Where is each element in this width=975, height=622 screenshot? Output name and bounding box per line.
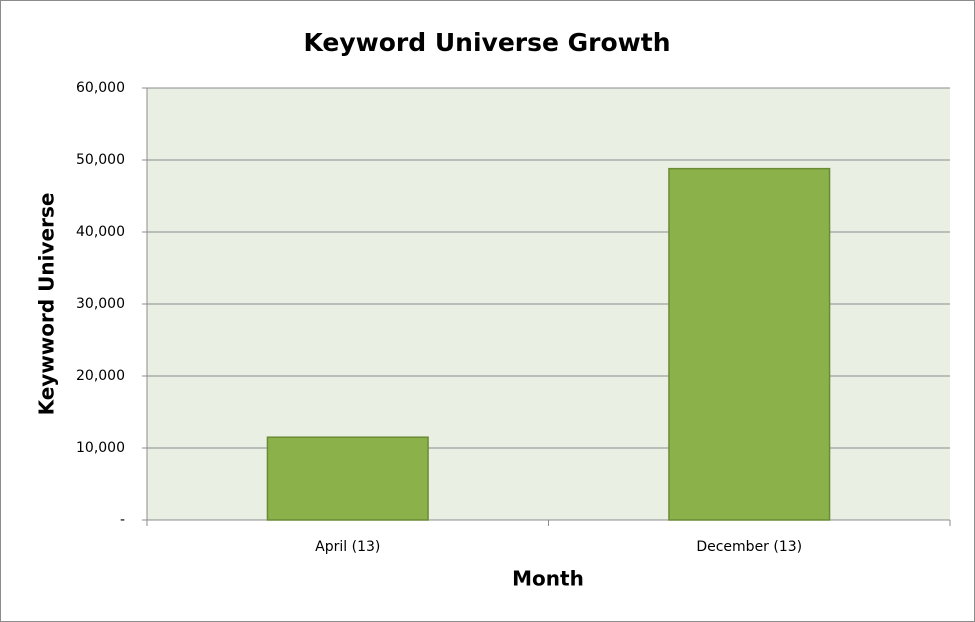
x-axis-label: Month <box>512 567 584 591</box>
y-tick-label: 10,000 <box>76 440 125 456</box>
y-tick-label: - <box>120 512 125 528</box>
x-tick-label: December (13) <box>696 539 802 555</box>
x-tick-label: April (13) <box>315 539 380 555</box>
y-tick-label: 30,000 <box>76 296 125 312</box>
y-tick-label: 40,000 <box>76 224 125 240</box>
chart-title: Keyword Universe Growth <box>303 28 670 57</box>
y-axis-label: Keywword Universe <box>35 193 59 416</box>
y-tick-label: 50,000 <box>76 152 125 168</box>
y-tick-label: 20,000 <box>76 368 125 384</box>
y-tick-label: 60,000 <box>76 80 125 96</box>
bar <box>266 436 429 521</box>
bar <box>668 167 831 521</box>
